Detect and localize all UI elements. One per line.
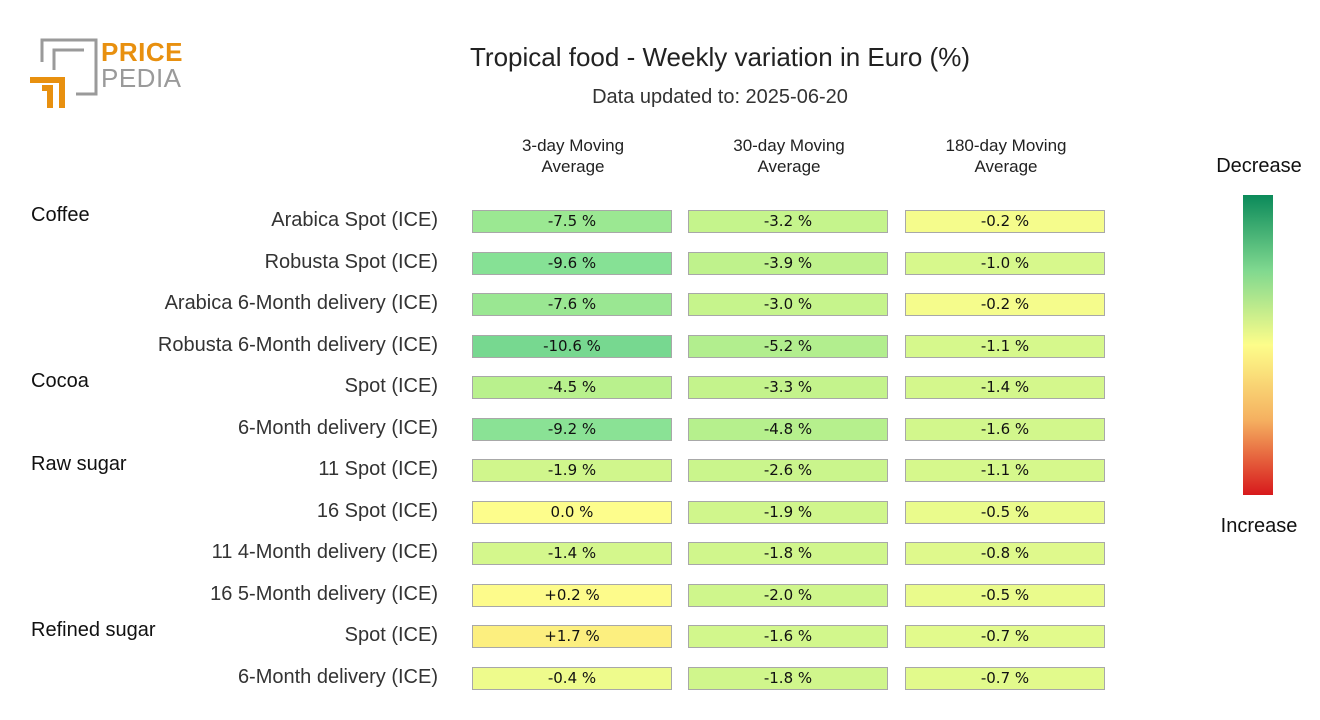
column-header: 30-day Moving Average [688,135,890,177]
heatmap-cell: -9.6 % [472,251,672,275]
logo-text-price: PRICE [101,37,183,67]
heatmap-cell: -0.5 % [905,583,1105,607]
column-header: 3-day Moving Average [472,135,674,177]
logo-mark-icon [30,38,98,108]
column-header-line: 3-day Moving [521,136,625,155]
heatmap-cell: -1.8 % [688,542,888,565]
row-label: 11 Spot (ICE) [318,458,438,480]
column-header-line: Average [541,157,605,176]
legend-increase-label: Increase [1220,515,1298,537]
heatmap-cell: -3.9 % [688,251,888,275]
heatmap-cell: -2.6 % [688,459,888,482]
heatmap-cell: -0.8 % [905,542,1105,565]
logo-text-pedia: PEDIA [101,63,182,93]
heatmap-cell: -0.7 % [905,625,1105,648]
row-label: Robusta 6-Month delivery (ICE) [157,333,438,356]
group-label: Raw sugar [31,453,127,475]
heatmap-cell: +1.7 % [472,625,672,648]
heatmap-cell: -1.4 % [905,376,1105,399]
legend-decrease-label: Decrease [1216,155,1302,177]
column-header: 180-day Moving Average [905,135,1107,177]
row-label: 16 5-Month delivery (ICE) [210,582,438,605]
heatmap-cell: -10.6 % [472,334,672,358]
heatmap-cell: -1.9 % [688,500,888,524]
heatmap-cell: -1.4 % [472,542,672,565]
column-header-line: Average [974,157,1038,176]
heatmap-cell: -0.7 % [905,666,1105,690]
heatmap-cell: -4.8 % [688,417,888,441]
row-label: 6-Month delivery (ICE) [237,665,438,688]
group-label: Cocoa [31,370,89,392]
pricepedia-logo: PRICE PEDIA [28,36,188,112]
row-label: Spot (ICE) [344,624,438,646]
heatmap-cell: -1.8 % [688,666,888,690]
row-label: Robusta Spot (ICE) [264,250,438,273]
row-label: Arabica 6-Month delivery (ICE) [164,292,438,314]
heatmap-cell: -4.5 % [472,376,672,399]
heatmap-cell: -3.2 % [688,210,888,233]
heatmap-cell: -3.0 % [688,293,888,316]
column-header-line: 180-day Moving [945,136,1067,155]
heatmap-cell: -5.2 % [688,334,888,358]
row-label: 6-Month delivery (ICE) [237,416,438,439]
column-header-line: Average [757,157,821,176]
heatmap-cell: -0.5 % [905,500,1105,524]
legend-color-scale [1243,195,1273,495]
heatmap-cell: -1.6 % [688,625,888,648]
heatmap-cell: -2.0 % [688,583,888,607]
chart-subtitle: Data updated to: 2025-06-20 [592,86,848,108]
heatmap-cell: -0.2 % [905,293,1105,316]
chart-title: Tropical food - Weekly variation in Euro… [470,42,970,72]
heatmap-cell: -1.9 % [472,459,672,482]
heatmap-cell: -1.1 % [905,459,1105,482]
row-label: Spot (ICE) [344,375,438,397]
heatmap-cell: -0.4 % [472,666,672,690]
heatmap-cell: -7.5 % [472,210,672,233]
heatmap-cell: -1.6 % [905,417,1105,441]
row-label: 16 Spot (ICE) [316,499,438,522]
heatmap-cell: -1.1 % [905,334,1105,358]
heatmap-cell: -7.6 % [472,293,672,316]
group-label: Coffee [31,204,90,226]
heatmap-cell: 0.0 % [472,500,672,524]
group-label: Refined sugar [31,619,156,641]
heatmap-cell: -3.3 % [688,376,888,399]
heatmap-cell: -0.2 % [905,210,1105,233]
row-label: 11 4-Month delivery (ICE) [211,541,438,563]
heatmap-cell: -9.2 % [472,417,672,441]
heatmap-cell: +0.2 % [472,583,672,607]
row-label: Arabica Spot (ICE) [271,209,438,231]
heatmap-cell: -1.0 % [905,251,1105,275]
column-header-line: 30-day Moving [733,136,845,155]
